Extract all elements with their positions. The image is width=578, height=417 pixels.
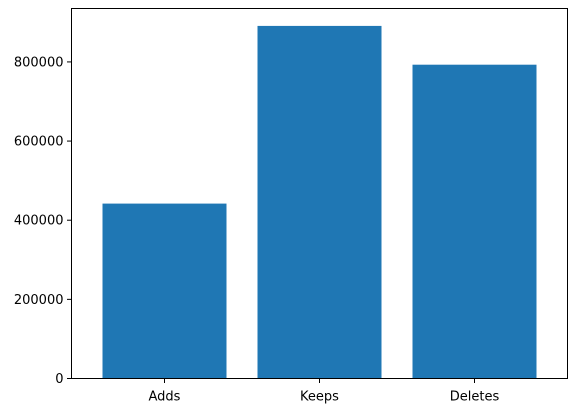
x-tick-label-adds: Adds bbox=[149, 390, 181, 405]
y-tick-label-200000: 200000 bbox=[14, 293, 64, 308]
y-axis: 0 200000 400000 600000 800000 bbox=[14, 55, 72, 387]
x-tick-label-deletes: Deletes bbox=[450, 390, 500, 405]
y-tick-label-800000: 800000 bbox=[14, 55, 64, 70]
bar-keeps bbox=[257, 25, 382, 379]
y-tick-label-0: 0 bbox=[55, 372, 63, 387]
bar-adds bbox=[102, 203, 227, 379]
y-tick-label-600000: 600000 bbox=[14, 135, 64, 150]
y-tick-label-400000: 400000 bbox=[14, 214, 64, 229]
bar-deletes bbox=[412, 64, 537, 379]
x-axis: Adds Keeps Deletes bbox=[149, 378, 500, 405]
plot-frame bbox=[71, 8, 568, 379]
bars-layer bbox=[102, 25, 537, 379]
x-tick-label-keeps: Keeps bbox=[300, 390, 339, 405]
